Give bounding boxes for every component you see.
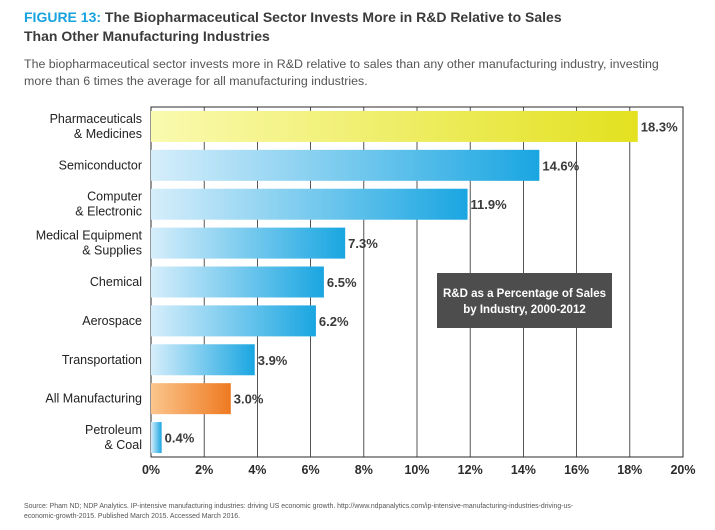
bar-chart: Pharmaceuticals& Medicines Semiconductor C… (36, 106, 696, 477)
category-label: & Medicines (74, 127, 142, 141)
category-label: Semiconductor (59, 158, 142, 172)
bar (151, 188, 468, 220)
category-label: & Supplies (82, 244, 142, 258)
value-label: 3.9% (258, 353, 288, 368)
annotation-line-2: by Industry, 2000-2012 (463, 304, 586, 316)
bar (151, 422, 162, 454)
x-axis-ticks: 0% 2% 4% 6% 8% 10% 12% 14% 16% 18% 20% (142, 463, 696, 477)
x-tick-label: 14% (511, 463, 536, 477)
value-label: 14.6% (542, 158, 579, 173)
x-tick-label: 0% (142, 463, 160, 477)
value-label: 18.3% (641, 119, 678, 134)
category-label: Pharmaceuticals (50, 112, 142, 126)
category-label: & Coal (104, 438, 142, 452)
annotation-line-1: R&D as a Percentage of Sales (443, 288, 606, 300)
subtitle-line-2: more than 6 times the average for all ma… (24, 74, 368, 88)
category-label: Chemical (90, 275, 142, 289)
category-labels: Pharmaceuticals& Medicines Semiconductor C… (36, 112, 143, 452)
value-labels: 18.3% 14.6% 11.9% 7.3% 6.5% 6.2% 3.9% 3.0% 0.4% (165, 119, 678, 445)
value-label: 6.5% (327, 275, 357, 290)
source-note: Source: Pham ND; NDP Analytics. IP-inten… (24, 502, 704, 521)
category-label: All Manufacturing (45, 392, 142, 406)
x-tick-label: 6% (302, 463, 320, 477)
x-tick-label: 2% (195, 463, 213, 477)
bar (151, 149, 540, 181)
bar (151, 110, 638, 142)
x-tick-label: 12% (458, 463, 483, 477)
x-tick-label: 18% (617, 463, 642, 477)
chart-title: FIGURE 13: The Biopharmaceutical Sector … (24, 8, 704, 46)
category-label: Medical Equipment (36, 229, 143, 243)
title-line-1: The Biopharmaceutical Sector Invests Mor… (104, 9, 562, 25)
value-label: 7.3% (348, 236, 378, 251)
value-label: 3.0% (234, 392, 264, 407)
annotation-box (437, 273, 612, 328)
x-tick-label: 8% (355, 463, 373, 477)
bar (151, 227, 346, 259)
bar (151, 305, 316, 337)
category-label: Petroleum (85, 423, 142, 437)
chart-annotation: R&D as a Percentage of Sales by Industry… (437, 273, 612, 328)
bar (151, 266, 324, 298)
category-label: Transportation (62, 353, 142, 367)
figure-label: FIGURE 13: (24, 9, 102, 25)
title-line-2: Than Other Manufacturing Industries (24, 28, 270, 44)
category-label: Aerospace (82, 314, 142, 328)
x-tick-label: 20% (670, 463, 695, 477)
value-label: 6.2% (319, 314, 349, 329)
bar (151, 383, 231, 415)
value-label: 11.9% (471, 197, 508, 212)
value-label: 0.4% (165, 431, 195, 446)
bar (151, 344, 255, 376)
x-tick-label: 10% (404, 463, 429, 477)
subtitle-line-1: The biopharmaceutical sector invests mor… (24, 57, 659, 71)
x-tick-label: 4% (248, 463, 266, 477)
category-label: Computer (87, 190, 142, 204)
source-line-1: Source: Pham ND; NDP Analytics. IP-inten… (24, 503, 574, 510)
category-label: & Electronic (75, 205, 142, 219)
x-tick-label: 16% (564, 463, 589, 477)
source-line-2: economic-growth-2015. Published March 20… (24, 512, 241, 520)
bars (151, 110, 638, 454)
chart-subtitle: The biopharmaceutical sector invests mor… (24, 56, 704, 90)
